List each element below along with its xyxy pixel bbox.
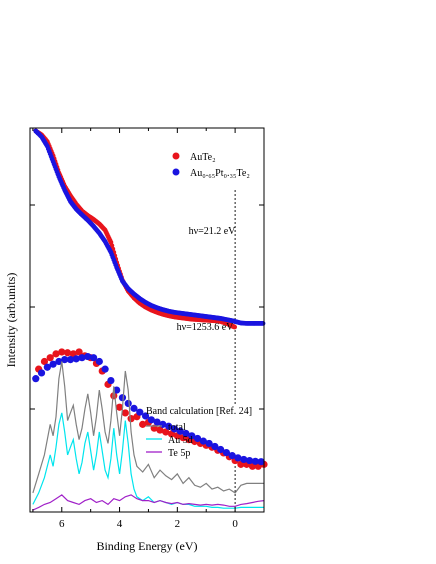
xps-point [58,348,66,356]
xps-point [115,403,124,411]
xps-point [156,426,164,434]
xps-point [234,454,242,462]
xps-point [205,439,213,448]
xps-point [153,418,161,426]
xps-point [49,360,57,368]
xps-point [139,420,147,428]
xps-point [72,355,80,363]
xps-point [101,365,109,373]
band-line-te5p [32,494,265,511]
x-tick-label: 2 [175,518,181,530]
xps-point [75,348,83,356]
legend-top: AuTe₂ Au₀.₆₅Pt₀.₃₅Te₂ [172,152,250,179]
series-ups-aupttes [33,128,266,326]
xps-point [162,428,170,436]
xps-point [222,448,231,457]
xps-point [257,458,265,466]
band-calc-title: Band calculation [Ref. 24] [146,406,252,417]
xps-point [127,415,135,423]
legend-label-te5p: Te 5p [168,448,190,459]
ups-point [260,321,266,326]
legend-label-au5d: Au 5d [168,435,193,446]
legend-band: Band calculation [Ref. 24] total Au 5d T… [146,406,252,459]
xps-point [55,357,63,366]
xps-point [211,442,219,451]
xps-point [182,429,190,438]
xps-point [121,409,129,417]
legend-label-autes: AuTe₂ [190,152,216,163]
xps-point [124,399,132,408]
xps-point [40,357,49,366]
xps-point [43,363,51,371]
legend-marker-autes [172,152,180,160]
xps-point [107,376,115,385]
xps-point [240,455,248,464]
xps-point [78,354,86,362]
xps-point [245,456,254,465]
xps-point [199,437,207,445]
xps-point [84,352,92,361]
series-layer [32,128,268,511]
xps-point [228,452,236,460]
y-axis-label: Intensity (arb.units) [4,273,18,368]
x-tick-label: 0 [232,518,238,530]
xps-point [136,408,144,416]
xps-point [66,356,75,364]
legend-marker-aupttes [172,168,180,176]
annotation-hv-21: hν=21.2 eV [189,226,237,237]
axis-ticks: 6 4 2 0 [30,128,264,530]
xps-point [193,434,202,443]
xps-point [141,412,150,420]
xps-point [89,354,98,362]
legend-label-total: total [168,422,186,433]
xps-point [251,457,259,465]
plot-border [29,127,265,513]
x-tick-label: 4 [117,518,123,530]
xps-point [165,422,173,430]
xps-point [118,394,127,402]
xps-point [217,445,225,454]
xps-point [170,425,179,433]
legend-label-aupttes: Au₀.₆₅Pt₀.₃₅Te₂ [190,168,250,179]
plot-frame [29,127,265,513]
band-line-total [32,361,264,494]
xps-point [32,375,40,383]
x-axis-label: Binding Energy (eV) [96,539,197,553]
xps-point [37,369,46,377]
xps-point [63,349,72,357]
xps-point [46,354,54,362]
xps-point [61,356,69,364]
xps-point [95,357,103,366]
band-line-au5d [32,412,264,509]
xps-point [188,432,196,440]
xps-point [130,404,138,412]
xps-point [176,427,184,435]
ups-point [232,324,238,330]
annotation-hv-1253: hν=1253.6 eV [177,322,235,333]
series-xps-aupttes [32,352,265,466]
xps-point [52,350,60,358]
x-tick-label: 6 [59,518,65,530]
xps-point [147,416,155,424]
